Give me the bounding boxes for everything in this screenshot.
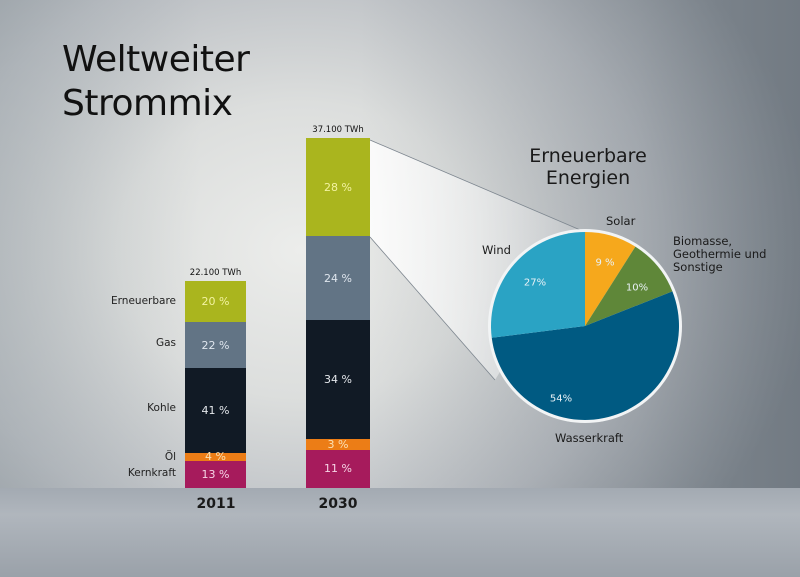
pie-slice — [585, 246, 673, 326]
segment-label: 41 % — [201, 403, 230, 417]
pie-pct-solar: 9 % — [595, 257, 615, 269]
pie-slice — [585, 232, 636, 326]
segment-erneuerbare-2011: 20 % — [185, 281, 246, 323]
pie-chart — [488, 229, 682, 423]
connector-line-top — [369, 139, 586, 233]
pie-label-solar: Solar — [606, 214, 636, 228]
pie-slice — [491, 232, 585, 338]
year-label-2030: 2030 — [318, 496, 358, 512]
segment-label: 11 % — [324, 462, 352, 476]
pie-pct-wasserkraft: 54% — [549, 393, 573, 405]
category-label-kernkraft: Kernkraft — [127, 467, 176, 479]
connector-line-bottom — [369, 236, 496, 381]
total-2011: 22.100 TWh — [189, 268, 242, 278]
segment-gas-2011: 22 % — [185, 322, 246, 368]
segment-label: 4 % — [205, 450, 226, 464]
segment-label: 24 % — [324, 271, 352, 285]
pie-title-line-2: Energien — [545, 167, 631, 189]
pie-label-wind: Wind — [482, 243, 511, 257]
pie-label-biomasse-line-2: Geothermie und — [673, 247, 767, 261]
baseline-band — [0, 488, 800, 577]
stacked-bar-2030: 28 % 24 % 34 % 3 % 11 % — [306, 138, 370, 488]
page-title: Weltweiter Strommix — [62, 38, 250, 126]
pie-pct-wind: 27% — [523, 277, 547, 289]
segment-label: 3 % — [327, 437, 349, 451]
year-label-2011: 2011 — [196, 496, 236, 512]
pie-title-line-1: Erneuerbare — [529, 145, 647, 167]
segment-kohle-2030: 34 % — [306, 320, 370, 439]
category-label-erneuerbare: Erneuerbare — [111, 295, 176, 307]
segment-oel-2030: 3 % — [306, 437, 370, 451]
pie-label-wasserkraft: Wasserkraft — [555, 431, 624, 445]
category-label-gas: Gas — [155, 337, 176, 349]
segment-oel-2011: 4 % — [185, 450, 246, 464]
segment-label: 20 % — [201, 295, 230, 309]
segment-label: 28 % — [324, 180, 352, 194]
title-line-2: Strommix — [62, 83, 233, 124]
segment-label: 13 % — [201, 468, 230, 482]
pie-slice — [491, 291, 679, 420]
category-label-kohle: Kohle — [147, 402, 176, 414]
segment-erneuerbare-2030: 28 % — [306, 138, 370, 236]
segment-label: 22 % — [201, 338, 230, 352]
segment-label: 34 % — [324, 373, 352, 386]
title-line-1: Weltweiter — [62, 39, 250, 80]
pie-title: Erneuerbare Energien — [508, 145, 668, 189]
pie-pct-biomasse: 10% — [625, 282, 649, 294]
segment-kernkraft-2030: 11 % — [306, 449, 370, 488]
pie-label-biomasse-line-1: Biomasse, — [673, 234, 733, 248]
total-2030: 37.100 TWh — [312, 125, 364, 135]
pie-label-biomasse-line-3: Sonstige — [673, 260, 723, 274]
segment-kohle-2011: 41 % — [185, 367, 246, 453]
stacked-bar-2011: 20 % 22 % 41 % 4 % 13 % — [185, 281, 246, 488]
pie-label-biomasse: Biomasse, Geothermie und Sonstige — [673, 235, 766, 274]
segment-gas-2030: 24 % — [306, 236, 370, 320]
category-label-oel: Öl — [164, 451, 176, 463]
segment-kernkraft-2011: 13 % — [185, 461, 246, 488]
